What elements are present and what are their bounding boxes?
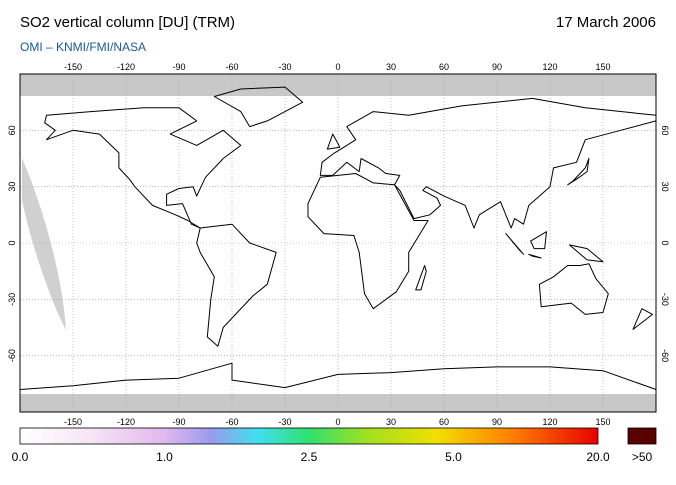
coastline xyxy=(415,265,427,291)
lon-label-top: -150 xyxy=(64,62,82,72)
lon-label-bottom: -30 xyxy=(278,417,291,427)
lon-label-bottom: 150 xyxy=(595,417,610,427)
lon-label-top: 60 xyxy=(439,62,449,72)
colorbar-label: 20.0 xyxy=(586,450,610,464)
coastline xyxy=(567,158,590,186)
lat-label-right: -30 xyxy=(660,293,670,306)
coastline xyxy=(530,231,547,250)
lon-label-bottom: -150 xyxy=(64,417,82,427)
lon-label-bottom: 30 xyxy=(386,417,396,427)
colorbar xyxy=(19,427,599,445)
lon-label-bottom: -60 xyxy=(225,417,238,427)
coastline xyxy=(632,308,653,330)
coastline-antarctica xyxy=(19,362,657,390)
lat-label-right: 30 xyxy=(660,182,670,192)
colorbar-label: 2.5 xyxy=(301,450,318,464)
lat-label-left: -60 xyxy=(7,349,17,362)
no-data-swath xyxy=(22,158,66,330)
lon-label-top: 120 xyxy=(542,62,557,72)
lon-label-top: 150 xyxy=(595,62,610,72)
lon-label-top: -30 xyxy=(278,62,291,72)
no-data-north xyxy=(20,74,656,96)
coastline xyxy=(326,133,341,150)
source: OMI – KNMI/FMI/NASA xyxy=(20,40,146,54)
lon-label-bottom: 120 xyxy=(542,417,557,427)
lat-label-right: 0 xyxy=(660,240,670,245)
map-frame xyxy=(19,73,657,413)
no-data-south xyxy=(20,394,656,412)
overflow-label: >50 xyxy=(632,450,653,464)
lat-label-right: -60 xyxy=(660,349,670,362)
coastline xyxy=(307,173,429,310)
lon-label-bottom: -120 xyxy=(117,417,135,427)
title: SO2 vertical column [DU] (TRM) xyxy=(20,14,235,31)
colorbar-overflow xyxy=(627,427,657,445)
lat-label-left: 60 xyxy=(7,125,17,135)
lon-label-top: 90 xyxy=(492,62,502,72)
coastline xyxy=(196,223,277,347)
lon-label-bottom: 90 xyxy=(492,417,502,427)
lon-label-top: -90 xyxy=(172,62,185,72)
coastline xyxy=(44,107,242,229)
lat-label-left: -30 xyxy=(7,293,17,306)
lon-label-bottom: 60 xyxy=(439,417,449,427)
date: 17 March 2006 xyxy=(556,14,656,31)
lon-label-bottom: -90 xyxy=(172,417,185,427)
coastline xyxy=(568,244,604,263)
lon-label-top: -60 xyxy=(225,62,238,72)
lat-label-right: 60 xyxy=(660,125,670,135)
coastline xyxy=(538,263,609,315)
lon-label-bottom: 0 xyxy=(335,417,340,427)
coastline xyxy=(528,253,542,259)
coastline xyxy=(213,86,304,128)
lon-label-top: 30 xyxy=(386,62,396,72)
colorbar-label: 0.0 xyxy=(12,450,29,464)
lat-label-left: 30 xyxy=(7,182,17,192)
colorbar-label: 5.0 xyxy=(445,450,462,464)
coastline xyxy=(319,97,657,229)
lon-label-top: 0 xyxy=(335,62,340,72)
coastline xyxy=(505,233,524,255)
lon-label-top: -120 xyxy=(117,62,135,72)
colorbar-label: 1.0 xyxy=(156,450,173,464)
lat-label-left: 0 xyxy=(7,240,17,245)
